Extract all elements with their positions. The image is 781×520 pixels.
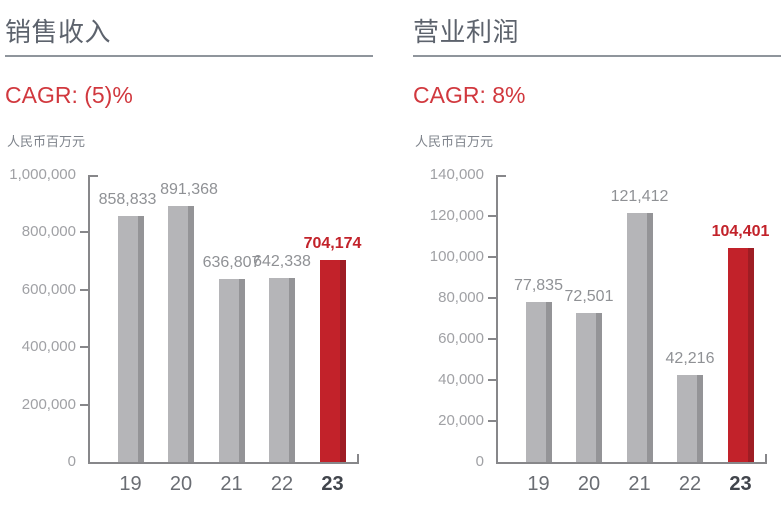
x-tick-label: 21 xyxy=(628,473,651,495)
bar xyxy=(269,278,295,462)
bar xyxy=(525,302,552,462)
bar xyxy=(218,279,245,462)
x-tick-label: 22 xyxy=(678,473,702,495)
bar-value-label: 891,368 xyxy=(160,181,218,198)
x-axis xyxy=(88,462,359,464)
y-tick-label: 20,000 xyxy=(438,412,484,429)
y-tick-label: 0 xyxy=(67,453,76,470)
bar-value-label: 858,833 xyxy=(98,191,157,208)
chart-panel-operating-profit: 营业利润 CAGR: 8% 人民币百万元 0 20,000 40,000 60,000… xyxy=(413,0,781,520)
cagr-label: CAGR: 8% xyxy=(413,82,526,108)
y-tick-label: 1,000,000 xyxy=(9,166,76,183)
x-tick-label: 19 xyxy=(527,473,550,495)
y-tick xyxy=(80,403,88,406)
x-tick-label: 22 xyxy=(270,473,294,495)
bar-chart-sales-revenue: 0 200,000 400,000 600,000 800,000 1,000,000 85… xyxy=(9,166,361,495)
bar-value-label: 636,807 xyxy=(202,254,261,271)
y-tick-label: 800,000 xyxy=(21,223,76,241)
y-tick-label: 140,000 xyxy=(429,166,484,183)
y-tick xyxy=(488,420,496,422)
y-tick xyxy=(80,231,88,234)
bar-value-label: 704,174 xyxy=(303,235,362,252)
x-tick-label: 21 xyxy=(220,473,243,495)
bar-value-label: 104,401 xyxy=(711,223,770,240)
title-underline xyxy=(5,55,373,57)
y-tick xyxy=(488,297,496,299)
y-tick-label: 100,000 xyxy=(429,248,484,265)
bar xyxy=(626,213,653,462)
bar xyxy=(168,206,194,462)
y-tick-label: 40,000 xyxy=(438,371,484,388)
y-tick xyxy=(80,346,88,349)
bar-value-label: 642,338 xyxy=(253,253,311,270)
x-tick-label: 19 xyxy=(119,473,142,495)
bar-chart-operating-profit: 0 20,000 40,000 60,000 80,000 100,000 120,000 1… xyxy=(430,166,770,495)
y-tick-label: 400,000 xyxy=(21,338,76,356)
bar-highlighted xyxy=(727,248,754,462)
bar-value-label: 121,412 xyxy=(610,188,669,205)
y-tick xyxy=(488,215,496,217)
axis-top-cap xyxy=(498,175,506,177)
unit-label: 人民币百万元 xyxy=(7,134,86,149)
y-tick-label: 200,000 xyxy=(21,395,76,413)
bar-value-label: 72,501 xyxy=(564,288,614,305)
y-tick xyxy=(488,256,496,258)
chart-title-operating-profit: 营业利润 xyxy=(413,17,520,47)
x-axis xyxy=(496,462,767,464)
x-tick-label: 23 xyxy=(729,473,752,495)
bar xyxy=(576,313,602,462)
y-axis xyxy=(88,175,90,464)
x-tick-label: 20 xyxy=(169,473,193,495)
chart-title-sales-revenue: 销售收入 xyxy=(5,17,112,47)
y-tick-label: 120,000 xyxy=(429,207,484,224)
bar-value-label: 42,216 xyxy=(665,350,715,367)
bar-highlighted xyxy=(319,260,346,462)
y-tick xyxy=(488,338,496,340)
unit-label: 人民币百万元 xyxy=(415,134,494,149)
x-tick-label: 20 xyxy=(577,473,601,495)
axis-top-cap xyxy=(90,175,98,177)
chart-panel-sales-revenue: 销售收入 CAGR: (5)% 人民币百万元 0 200,000 400,000 60… xyxy=(5,0,373,520)
x-tick-label: 23 xyxy=(321,473,344,495)
y-tick-label: 600,000 xyxy=(21,280,76,298)
bar-value-label: 77,835 xyxy=(514,277,563,294)
bar xyxy=(117,216,144,462)
y-axis xyxy=(496,175,498,464)
y-tick xyxy=(80,288,88,291)
cagr-label: CAGR: (5)% xyxy=(5,82,133,108)
y-tick xyxy=(488,379,496,381)
bar xyxy=(677,375,703,462)
y-tick-label: 60,000 xyxy=(438,330,484,347)
y-tick-label: 80,000 xyxy=(438,289,484,306)
title-underline xyxy=(413,55,781,57)
y-tick-label: 0 xyxy=(475,453,484,470)
axis-end-cap xyxy=(765,454,767,464)
axis-end-cap xyxy=(357,454,359,464)
